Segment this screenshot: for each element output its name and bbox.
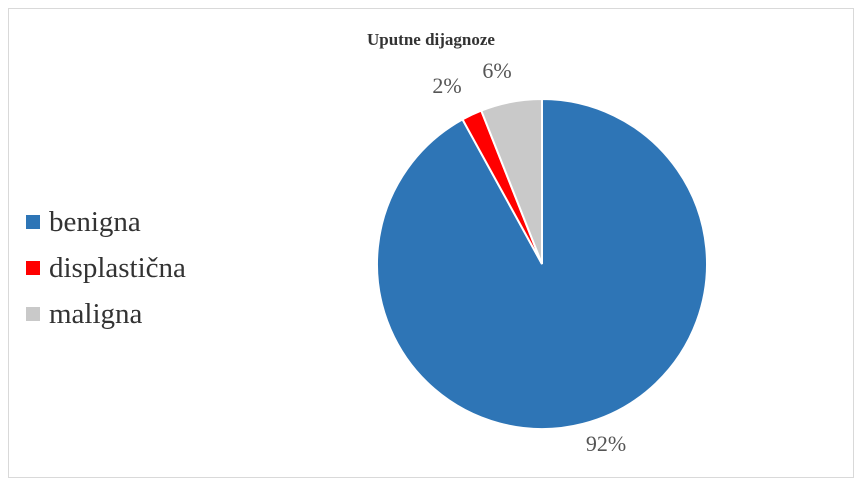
legend-swatch	[26, 307, 40, 321]
legend: benigna displastična maligna	[26, 199, 186, 337]
legend-item-benigna: benigna	[26, 199, 186, 245]
chart-title: Uputne dijagnoze	[367, 30, 495, 49]
legend-item-displasticna: displastična	[26, 245, 186, 291]
legend-label: maligna	[49, 297, 143, 330]
legend-swatch	[26, 215, 40, 229]
legend-swatch	[26, 261, 40, 275]
pie-data-labels: 92% 2% 6%	[432, 58, 626, 456]
data-label: 6%	[482, 58, 511, 83]
pie-slices	[376, 97, 708, 430]
data-label: 2%	[432, 73, 461, 98]
pie-slice-maligna	[479, 97, 543, 265]
legend-label: benigna	[49, 205, 141, 238]
legend-label: displastična	[49, 251, 186, 284]
data-label: 92%	[586, 431, 626, 456]
pie-chart: 92% 2% 6%	[376, 58, 708, 456]
legend-item-maligna: maligna	[26, 291, 186, 337]
